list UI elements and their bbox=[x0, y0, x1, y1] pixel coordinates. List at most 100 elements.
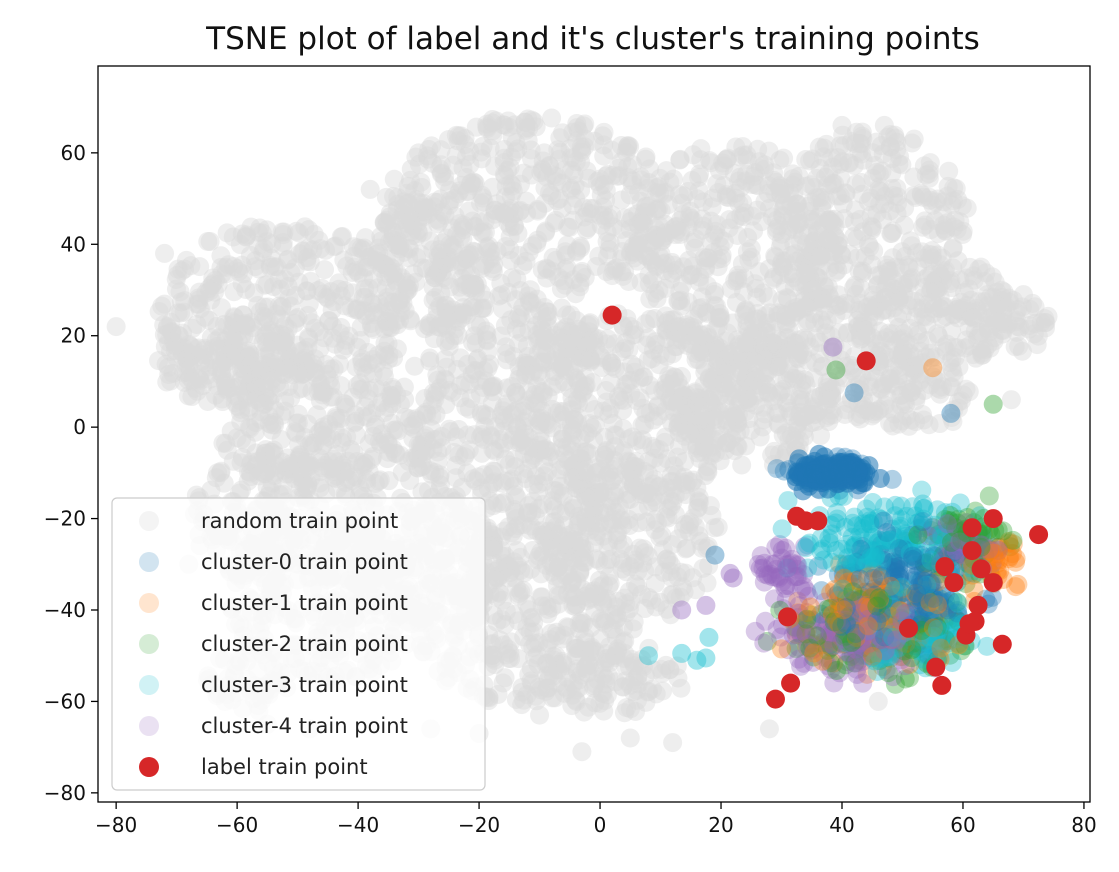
random-train-point bbox=[250, 461, 270, 481]
random-train-point bbox=[250, 302, 270, 322]
random-train-point bbox=[252, 223, 272, 243]
random-train-point bbox=[295, 428, 315, 448]
random-train-point bbox=[447, 225, 467, 245]
random-train-point bbox=[403, 415, 423, 435]
random-train-point bbox=[619, 271, 639, 291]
random-train-point bbox=[190, 364, 210, 384]
random-train-point bbox=[256, 443, 276, 463]
random-train-point bbox=[222, 340, 242, 360]
random-train-point bbox=[516, 191, 536, 211]
random-train-point bbox=[353, 456, 373, 476]
random-train-point bbox=[298, 455, 318, 475]
random-train-point bbox=[281, 459, 301, 479]
random-train-point bbox=[200, 369, 220, 389]
random-train-point bbox=[681, 265, 701, 285]
random-train-point bbox=[275, 316, 295, 336]
random-train-point bbox=[240, 463, 260, 483]
random-train-point bbox=[272, 405, 292, 425]
random-train-point bbox=[225, 345, 245, 365]
random-train-point bbox=[261, 248, 281, 268]
random-train-point bbox=[320, 459, 340, 479]
random-train-point bbox=[383, 439, 403, 459]
random-train-point bbox=[256, 325, 276, 345]
random-train-point bbox=[454, 220, 474, 240]
random-train-point bbox=[179, 334, 199, 354]
random-train-point bbox=[190, 370, 210, 390]
random-train-point bbox=[359, 380, 379, 400]
random-train-point bbox=[232, 365, 252, 385]
random-train-point bbox=[188, 338, 208, 358]
random-train-point bbox=[521, 149, 541, 169]
random-train-point bbox=[239, 401, 259, 421]
random-train-point bbox=[615, 656, 635, 676]
random-train-point bbox=[554, 160, 574, 180]
random-train-point bbox=[253, 306, 273, 326]
random-train-point bbox=[365, 417, 385, 437]
random-train-point bbox=[187, 381, 207, 401]
random-train-point bbox=[381, 257, 401, 277]
random-train-point bbox=[391, 289, 411, 309]
random-train-point bbox=[246, 443, 266, 463]
random-train-point bbox=[380, 385, 400, 405]
random-train-point bbox=[400, 409, 420, 429]
random-train-point bbox=[818, 229, 838, 249]
random-train-point bbox=[265, 322, 285, 342]
random-train-point bbox=[200, 231, 220, 251]
random-train-point bbox=[227, 428, 247, 448]
random-train-point bbox=[187, 315, 207, 335]
random-train-point bbox=[296, 355, 316, 375]
random-train-point bbox=[294, 451, 314, 471]
random-train-point bbox=[281, 262, 301, 282]
random-train-point bbox=[663, 733, 683, 753]
random-train-point bbox=[477, 331, 497, 351]
random-train-point bbox=[833, 300, 853, 320]
random-train-point bbox=[262, 473, 282, 493]
random-train-point bbox=[408, 435, 428, 455]
random-train-point bbox=[208, 463, 228, 483]
random-train-point bbox=[494, 153, 514, 173]
random-train-point bbox=[281, 346, 301, 366]
random-train-point bbox=[370, 470, 390, 490]
random-train-point bbox=[233, 305, 253, 325]
random-train-point bbox=[297, 248, 317, 268]
random-train-point bbox=[253, 332, 273, 352]
random-train-point bbox=[285, 313, 305, 333]
random-train-point bbox=[298, 476, 318, 496]
random-train-point bbox=[447, 305, 467, 325]
random-train-point bbox=[771, 184, 791, 204]
random-train-point bbox=[211, 298, 231, 318]
random-train-point bbox=[265, 400, 285, 420]
random-train-point bbox=[278, 249, 298, 269]
random-train-point bbox=[378, 398, 398, 418]
random-train-point bbox=[337, 256, 357, 276]
random-train-point bbox=[465, 278, 485, 298]
random-train-point bbox=[431, 317, 451, 337]
random-train-point bbox=[346, 357, 366, 377]
random-train-point bbox=[327, 444, 347, 464]
random-train-point bbox=[319, 311, 339, 331]
random-train-point bbox=[334, 394, 354, 414]
random-train-point bbox=[217, 315, 237, 335]
random-train-point bbox=[323, 387, 343, 407]
random-train-point bbox=[378, 433, 398, 453]
random-train-point bbox=[259, 406, 279, 426]
random-train-point bbox=[331, 286, 351, 306]
random-train-point bbox=[183, 371, 203, 391]
random-train-point bbox=[378, 334, 398, 354]
random-train-point bbox=[182, 345, 202, 365]
random-train-point bbox=[289, 223, 309, 243]
random-train-point bbox=[178, 386, 198, 406]
random-train-point bbox=[237, 386, 257, 406]
random-train-point bbox=[384, 292, 404, 312]
random-train-point bbox=[299, 359, 319, 379]
random-train-point bbox=[176, 355, 196, 375]
random-train-point bbox=[287, 413, 307, 433]
random-train-point bbox=[238, 471, 258, 491]
random-train-point bbox=[319, 310, 339, 330]
random-train-point bbox=[189, 288, 209, 308]
random-train-point bbox=[366, 378, 386, 398]
random-train-point bbox=[742, 206, 762, 226]
random-train-point bbox=[416, 426, 436, 446]
random-train-point bbox=[422, 406, 442, 426]
